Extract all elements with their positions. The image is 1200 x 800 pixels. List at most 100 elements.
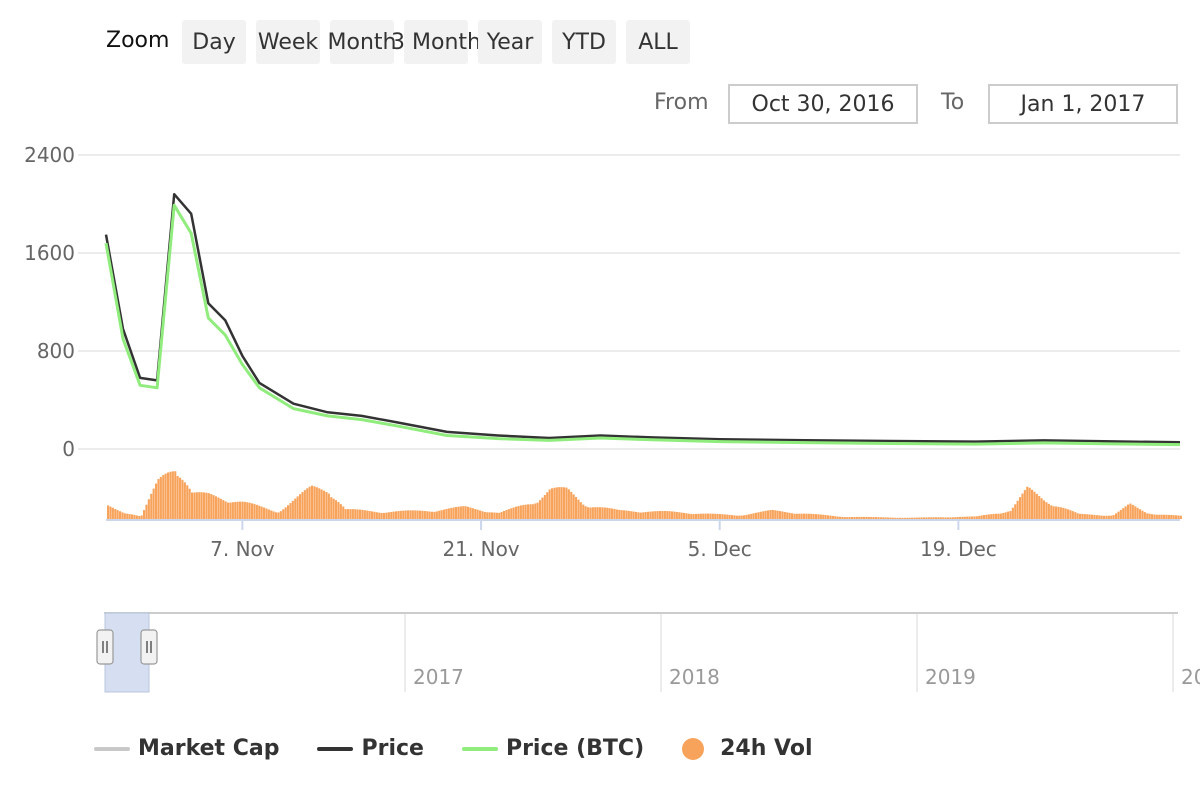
volume-bar bbox=[287, 505, 290, 519]
volume-bar bbox=[807, 513, 810, 519]
volume-bar bbox=[248, 502, 251, 519]
zoom-all-button[interactable]: ALL bbox=[626, 20, 690, 64]
zoom-month-button[interactable]: Month bbox=[328, 20, 396, 64]
volume-bar bbox=[935, 517, 938, 519]
volume-bar bbox=[428, 511, 431, 519]
volume-bar bbox=[615, 509, 618, 519]
volume-bar bbox=[659, 511, 662, 519]
volume-bar bbox=[363, 510, 366, 519]
volume-bar bbox=[536, 502, 539, 519]
volume-bar bbox=[587, 507, 590, 519]
zoom-day-button[interactable]: Day bbox=[182, 20, 246, 64]
legend-item-price[interactable]: Price bbox=[317, 736, 424, 761]
volume-bar bbox=[140, 515, 143, 519]
volume-bar bbox=[1127, 504, 1130, 519]
volume-bar bbox=[315, 487, 318, 519]
navigator-handle-grip[interactable] bbox=[96, 629, 114, 665]
legend-item-market-cap[interactable]: Market Cap bbox=[94, 736, 279, 761]
volume-bar bbox=[371, 511, 374, 519]
volume-bar bbox=[147, 499, 150, 519]
volume-bar bbox=[1105, 515, 1108, 519]
zoom-3month-button[interactable]: 3 Month bbox=[391, 20, 481, 64]
volume-bar bbox=[1158, 514, 1161, 519]
volume-bar bbox=[1071, 511, 1074, 519]
volume-bar bbox=[1055, 506, 1058, 519]
volume-bar bbox=[450, 507, 453, 519]
price-btc-line bbox=[104, 203, 1181, 447]
volume-bar bbox=[258, 505, 261, 519]
volume-bar bbox=[207, 493, 210, 519]
volume-bar bbox=[1043, 500, 1046, 519]
volume-bar bbox=[356, 509, 359, 519]
volume-bar bbox=[1050, 505, 1053, 519]
volume-bar bbox=[853, 516, 856, 519]
volume-bar bbox=[548, 489, 551, 519]
volume-bar bbox=[875, 517, 878, 519]
volume-bar bbox=[726, 514, 729, 519]
volume-bar bbox=[1107, 515, 1110, 519]
volume-bar bbox=[510, 508, 513, 519]
volume-bar bbox=[1007, 511, 1010, 519]
navigator-background[interactable] bbox=[104, 613, 1178, 692]
volume-bars bbox=[107, 471, 1182, 519]
volume-bar bbox=[1045, 502, 1048, 519]
volume-bar bbox=[879, 517, 882, 519]
volume-bar bbox=[978, 515, 981, 519]
zoom-year-button[interactable]: Year bbox=[478, 20, 542, 64]
volume-bar bbox=[236, 501, 239, 519]
range-from-input[interactable]: Oct 30, 2016 bbox=[728, 84, 918, 124]
volume-bar bbox=[155, 483, 158, 519]
volume-bar bbox=[872, 517, 875, 519]
navigator-handle-grip[interactable] bbox=[140, 629, 158, 665]
range-from-label: From bbox=[654, 90, 709, 115]
volume-bar bbox=[383, 512, 386, 519]
volume-bar bbox=[997, 513, 1000, 519]
navigator-right-handle[interactable] bbox=[140, 629, 158, 665]
volume-bar bbox=[884, 517, 887, 519]
volume-bar bbox=[623, 510, 626, 519]
legend-item-price-btc[interactable]: Price (BTC) bbox=[461, 736, 644, 761]
volume-bar bbox=[743, 515, 746, 519]
volume-bar bbox=[423, 511, 426, 519]
volume-bar bbox=[325, 492, 328, 519]
volume-bar bbox=[685, 513, 688, 519]
volume-bar bbox=[956, 517, 959, 519]
volume-bar bbox=[733, 515, 736, 519]
volume-bar bbox=[791, 513, 794, 519]
y-tick-label: 0 bbox=[62, 437, 75, 461]
volume-bar bbox=[654, 511, 657, 519]
volume-bar bbox=[980, 515, 983, 519]
volume-bar bbox=[774, 510, 777, 519]
navigator[interactable]: 2017 2018 2019 2020 bbox=[96, 612, 1200, 693]
volume-bar bbox=[519, 505, 522, 519]
volume-bar bbox=[200, 492, 203, 519]
volume-bar bbox=[188, 488, 191, 519]
zoom-week-button[interactable]: Week bbox=[256, 20, 320, 64]
navigator-left-handle[interactable] bbox=[96, 629, 114, 665]
volume-bar bbox=[234, 501, 237, 519]
volume-bar bbox=[927, 517, 930, 519]
volume-bar bbox=[167, 472, 170, 519]
volume-bar bbox=[500, 511, 503, 519]
zoom-ytd-button[interactable]: YTD bbox=[552, 20, 616, 64]
volume-bar bbox=[635, 511, 638, 519]
volume-bar bbox=[107, 505, 110, 519]
volume-bar bbox=[855, 516, 858, 519]
volume-bar bbox=[193, 492, 196, 519]
volume-bar bbox=[419, 510, 422, 519]
volume-bar bbox=[164, 473, 167, 519]
volume-bar bbox=[1160, 514, 1163, 519]
volume-bar bbox=[975, 516, 978, 519]
volume-bar bbox=[157, 479, 160, 519]
legend-item-volume[interactable]: 24h Vol bbox=[682, 736, 813, 761]
volume-bar bbox=[896, 517, 899, 519]
volume-bar bbox=[671, 511, 674, 519]
range-to-input[interactable]: Jan 1, 2017 bbox=[988, 84, 1178, 124]
volume-bar bbox=[1100, 515, 1103, 519]
volume-bar bbox=[291, 500, 294, 519]
volume-bar bbox=[1004, 512, 1007, 519]
volume-bar bbox=[1115, 513, 1118, 519]
volume-bar bbox=[625, 510, 628, 519]
volume-bar bbox=[416, 510, 419, 519]
volume-bar bbox=[577, 499, 580, 519]
